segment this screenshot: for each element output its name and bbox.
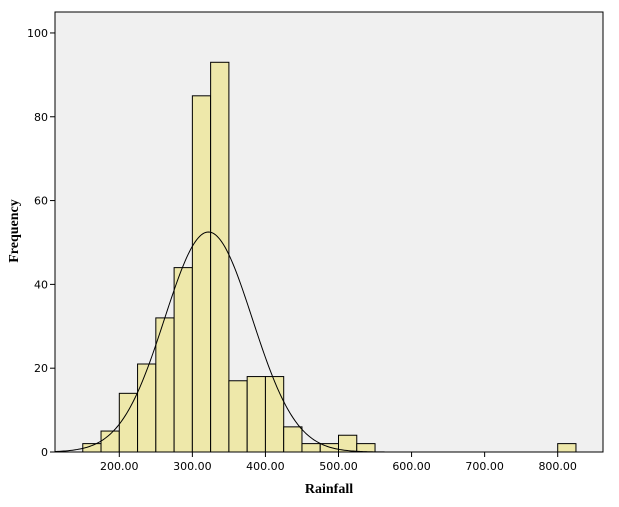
y-tick-label-0: 0	[41, 446, 48, 459]
histogram-bar-6	[191, 95, 212, 453]
bars-group	[82, 61, 577, 453]
x-tick-label-0: 200.00	[100, 460, 139, 473]
y-tick-label-3: 60	[34, 195, 48, 208]
histogram-bar-16	[557, 443, 577, 453]
normal-curve	[54, 231, 603, 453]
y-tick-label-2: 40	[34, 278, 48, 291]
x-tick-label-3: 500.00	[319, 460, 358, 473]
x-axis: 200.00 300.00 400.00 500.00 600.00 700.00 800.…	[100, 452, 577, 473]
histogram-bar-2	[118, 392, 139, 453]
x-tick-label-5: 700.00	[465, 460, 504, 473]
x-tick-label-2: 400.00	[246, 460, 285, 473]
histogram-bar-11	[283, 426, 303, 453]
histogram-bar-12	[301, 443, 321, 453]
y-axis-title: Frequency	[7, 199, 22, 263]
histogram-bar-8	[228, 380, 248, 453]
x-tick-label-4: 600.00	[392, 460, 431, 473]
histogram-bar-3	[137, 363, 157, 453]
histogram-bar-10	[264, 376, 285, 453]
histogram-bar-15	[356, 443, 376, 453]
histogram-bar-5	[173, 267, 193, 453]
histogram-bar-7	[210, 61, 230, 453]
x-tick-label-6: 800.00	[538, 460, 577, 473]
x-tick-label-1: 300.00	[173, 460, 212, 473]
x-axis-title: Rainfall	[305, 482, 353, 497]
y-tick-label-4: 80	[34, 111, 48, 124]
y-axis: 0 20 40 60 80 100	[27, 27, 55, 459]
histogram-bar-9	[246, 376, 266, 453]
y-tick-label-5: 100	[27, 27, 48, 40]
y-tick-label-1: 20	[34, 362, 48, 375]
